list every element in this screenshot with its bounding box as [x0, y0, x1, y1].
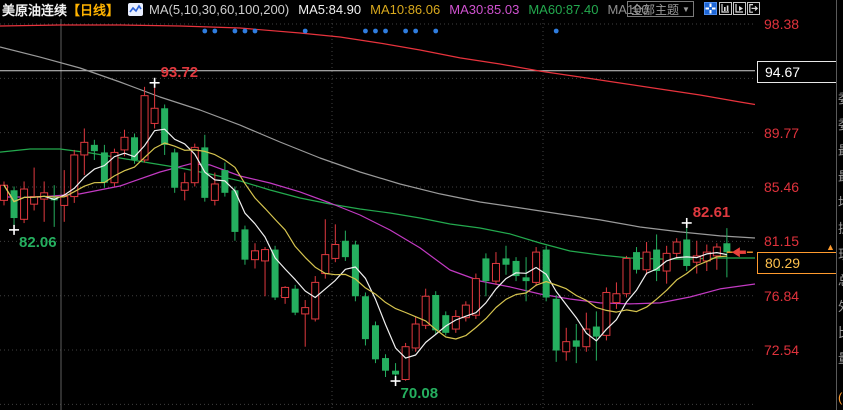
- chevron-down-icon: ▼: [682, 4, 690, 14]
- right-panel-clipped-text: 外: [838, 296, 843, 315]
- high-marker-label: 93.72: [160, 63, 199, 81]
- right-panel-clipped-text: 委: [838, 88, 843, 107]
- theme-dropdown[interactable]: 全部主题 ▼: [627, 1, 694, 17]
- extreme-markers: [9, 77, 692, 387]
- axis-price-label: 85.46: [764, 178, 800, 195]
- exit-pane-icon[interactable]: [747, 2, 760, 15]
- event-dot: [212, 28, 218, 34]
- indicator-axis-right-icon[interactable]: [733, 2, 746, 15]
- symbol-title: 美原油连续: [2, 3, 68, 18]
- right-panel-clipped-text: 最: [838, 140, 843, 159]
- candles[interactable]: [0, 82, 731, 382]
- right-panel-clipped-text: 最: [838, 166, 843, 185]
- pane-grid-icon[interactable]: [704, 2, 717, 15]
- indicator-axis-left-icon[interactable]: [719, 2, 732, 15]
- right-panel-strip: 委委最最均振现总外比量(: [836, 0, 843, 410]
- right-panel-clipped-text: 委: [838, 114, 843, 133]
- axis-price-label: 76.84: [764, 287, 800, 304]
- event-dots[interactable]: [202, 28, 559, 34]
- right-panel-clipped-text: 量: [838, 348, 843, 367]
- right-panel-clipped-text: (: [838, 390, 843, 405]
- current-price-arrow: [731, 247, 746, 258]
- axis-price-label: 80.29: [757, 252, 840, 275]
- right-panel-clipped-text: 振: [838, 218, 843, 237]
- ma5-value: MA5:84.90: [298, 2, 362, 17]
- event-dot: [242, 28, 248, 34]
- low-left-marker-label: 82.06: [19, 233, 57, 251]
- top-bar: 美原油连续 【日线】 MA(5,10,30,60,100,200) MA5:84…: [0, 0, 843, 19]
- event-dot: [252, 28, 258, 34]
- event-dot: [302, 28, 308, 34]
- event-dot: [553, 28, 559, 34]
- axis-price-label: 98.38: [764, 16, 800, 32]
- price-alert-icon[interactable]: ▲: [826, 242, 835, 253]
- axis-price-label: 94.67: [757, 60, 840, 83]
- event-dot: [403, 28, 408, 34]
- theme-dropdown-label: 全部主题: [631, 2, 680, 17]
- event-dot: [383, 28, 388, 34]
- low-marker-label: 70.08: [400, 385, 439, 403]
- right-panel-clipped-text: 现: [838, 244, 843, 263]
- event-dot: [363, 28, 368, 34]
- axis-price-label: 89.77: [764, 124, 800, 141]
- line-chart-icon[interactable]: [128, 3, 144, 16]
- ma30-value: MA30:85.03: [449, 2, 520, 17]
- ma60-value: MA60:87.40: [528, 2, 599, 17]
- high-right-marker-label: 82.61: [692, 203, 731, 221]
- event-dot: [413, 28, 419, 34]
- price-axis: 98.38 94.67 89.77 85.46 81.15 80.29 76.84 72.54…: [756, 0, 843, 410]
- event-dot: [202, 28, 208, 34]
- period-label[interactable]: 【日线】: [67, 3, 120, 18]
- right-panel-clipped-text: 均: [838, 192, 843, 211]
- ma100-value: MA100: [607, 2, 649, 17]
- ma-formula-label: MA(5,10,30,60,100,200): [149, 2, 290, 17]
- axis-price-label: 72.54: [764, 341, 800, 358]
- ma-lines: [0, 24, 756, 305]
- event-dot: [433, 28, 439, 34]
- grid-lines: [0, 19, 755, 410]
- event-dot: [232, 28, 238, 34]
- ma10-value: MA10:86.06: [370, 2, 441, 17]
- axis-price-label: 81.15: [764, 233, 800, 250]
- fast-ma-lines: [3, 128, 728, 359]
- event-dot: [373, 28, 378, 34]
- right-panel-clipped-text: 总: [838, 270, 843, 289]
- right-panel-clipped-text: 比: [838, 322, 843, 341]
